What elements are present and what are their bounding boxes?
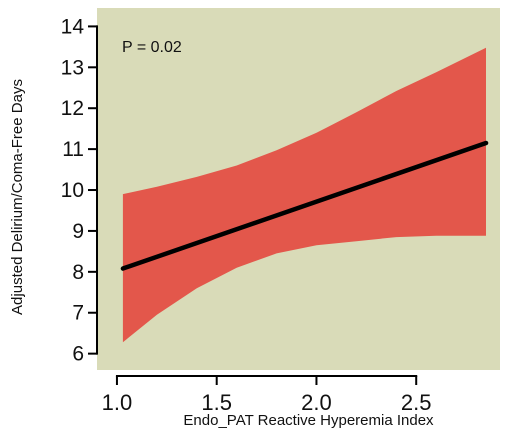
x-axis-ticks: 1.0 1.5 2.0 2.5 <box>102 376 432 415</box>
confidence-band <box>122 47 487 343</box>
x-axis-title: Endo_PAT Reactive Hyperemia Index <box>183 412 434 429</box>
x-tick-label: 2.0 <box>301 390 332 415</box>
y-tick-label: 7 <box>72 302 84 325</box>
x-tick-label: 1.0 <box>102 390 133 415</box>
x-tick-label: 2.5 <box>401 390 432 415</box>
y-tick-label: 10 <box>61 179 84 202</box>
y-tick-label: 14 <box>61 15 85 38</box>
y-tick-label: 8 <box>72 261 84 284</box>
y-tick-label: 12 <box>61 97 84 120</box>
y-tick-label: 13 <box>61 56 84 79</box>
y-tick-label: 6 <box>72 343 84 366</box>
y-axis-title: Adjusted Delirium/Coma-Free Days <box>9 79 26 315</box>
x-tick-label: 1.5 <box>201 390 232 415</box>
y-axis-ticks: 6 7 8 9 10 11 12 13 14 <box>61 15 97 366</box>
y-tick-label: 9 <box>72 220 84 243</box>
regression-line <box>120 140 489 271</box>
p-value-annotation: P = 0.02 <box>122 39 182 56</box>
y-tick-label: 11 <box>62 138 84 161</box>
